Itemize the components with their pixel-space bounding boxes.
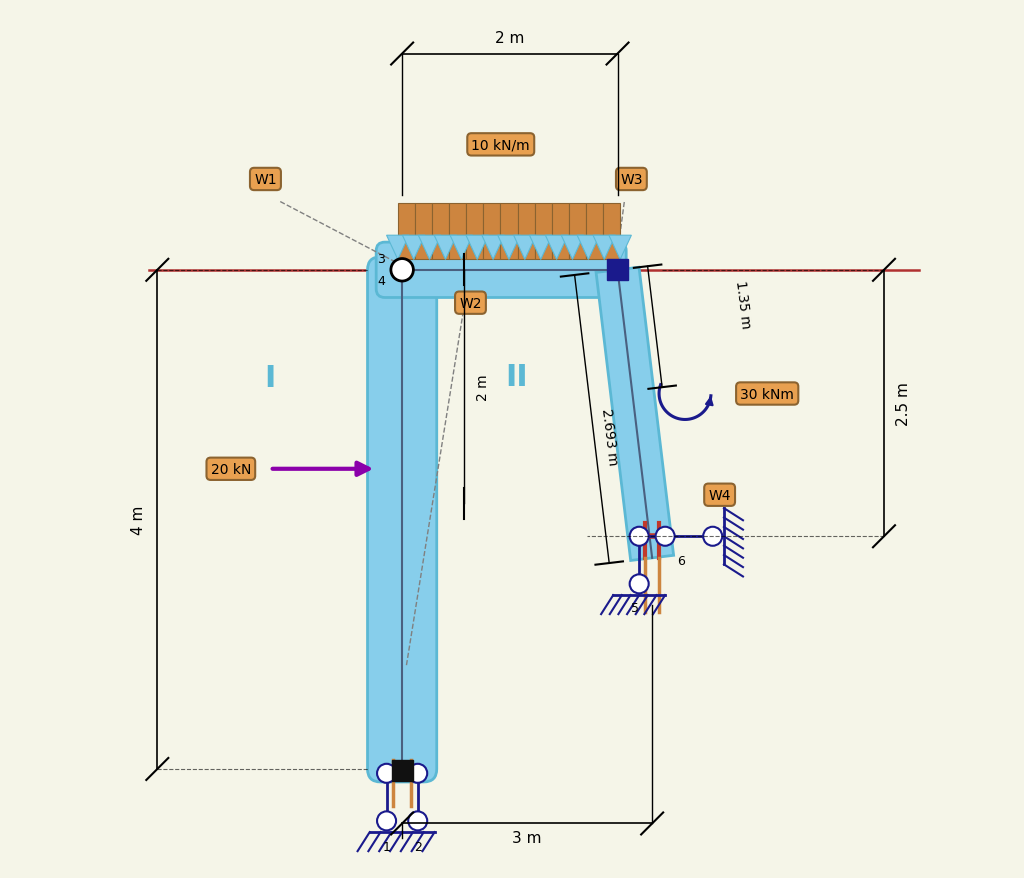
Text: 2.693 m: 2.693 m	[599, 407, 620, 466]
Bar	[450, 204, 466, 260]
Text: 3: 3	[377, 253, 385, 266]
Text: W4: W4	[709, 488, 731, 502]
Polygon shape	[593, 236, 615, 260]
Polygon shape	[386, 236, 409, 260]
Circle shape	[409, 764, 427, 783]
Bar	[415, 204, 432, 260]
Bar	[535, 204, 552, 260]
FancyBboxPatch shape	[368, 257, 436, 782]
Polygon shape	[514, 236, 537, 260]
Text: W1: W1	[254, 173, 276, 187]
Text: II: II	[505, 363, 527, 392]
Text: 2.5 m: 2.5 m	[896, 382, 910, 426]
Circle shape	[703, 527, 722, 546]
Circle shape	[655, 527, 675, 546]
Bar	[392, 760, 413, 781]
Bar	[397, 204, 415, 260]
Text: 30 kNm: 30 kNm	[740, 387, 795, 401]
Circle shape	[391, 259, 414, 282]
Text: 2 m: 2 m	[496, 32, 524, 47]
Bar	[501, 204, 517, 260]
Polygon shape	[561, 236, 584, 260]
Polygon shape	[609, 236, 632, 260]
Text: 2 m: 2 m	[476, 374, 490, 400]
Text: W2: W2	[459, 297, 481, 310]
Bar	[432, 204, 450, 260]
Bar	[517, 204, 535, 260]
Polygon shape	[419, 236, 440, 260]
Text: 1: 1	[383, 840, 390, 853]
Polygon shape	[529, 236, 552, 260]
Bar	[603, 204, 621, 260]
Circle shape	[630, 575, 648, 594]
Bar	[586, 204, 603, 260]
Polygon shape	[451, 236, 472, 260]
Polygon shape	[466, 236, 488, 260]
Polygon shape	[596, 268, 674, 561]
Bar	[466, 204, 483, 260]
Text: 4 m: 4 m	[131, 505, 145, 535]
Polygon shape	[402, 236, 425, 260]
Bar	[552, 204, 568, 260]
Bar	[568, 204, 586, 260]
Text: 20 kN: 20 kN	[211, 462, 251, 476]
Text: 10 kN/m: 10 kN/m	[471, 138, 530, 152]
Text: 5: 5	[631, 601, 639, 615]
Bar	[483, 204, 501, 260]
Polygon shape	[578, 236, 600, 260]
Text: I: I	[264, 364, 275, 393]
FancyBboxPatch shape	[376, 243, 627, 299]
Circle shape	[377, 764, 396, 783]
Circle shape	[409, 811, 427, 831]
Text: 2: 2	[414, 840, 422, 853]
Text: 1.35 m: 1.35 m	[733, 280, 753, 329]
Text: 3 m: 3 m	[512, 830, 542, 845]
Polygon shape	[482, 236, 505, 260]
Polygon shape	[498, 236, 520, 260]
Text: W3: W3	[621, 173, 643, 187]
Circle shape	[377, 811, 396, 831]
Text: 4: 4	[377, 274, 385, 287]
Polygon shape	[546, 236, 568, 260]
Polygon shape	[434, 236, 457, 260]
Bar	[607, 260, 628, 281]
Circle shape	[630, 527, 648, 546]
Text: 6: 6	[677, 554, 685, 567]
